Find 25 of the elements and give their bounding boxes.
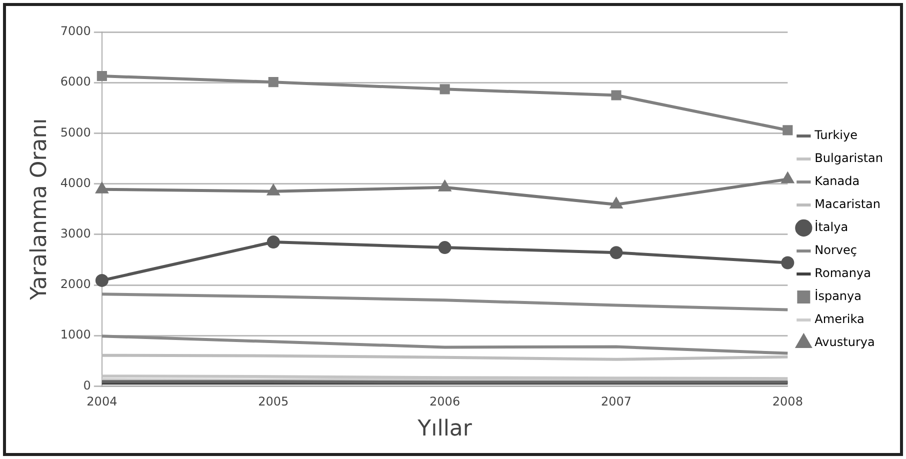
y-tick-label: 5000 — [60, 125, 91, 140]
legend-label: Avusturya — [814, 335, 875, 350]
legend-label: Turkiye — [814, 128, 858, 142]
legend-label: İtalya — [814, 220, 848, 234]
y-tick-label: 7000 — [60, 24, 91, 38]
y-tick-label: 6000 — [60, 74, 91, 89]
x-tick-label: 2008 — [772, 394, 803, 409]
legend-label: Kanada — [814, 174, 860, 188]
x-tick-label: 2007 — [600, 394, 632, 409]
x-tick-label: 2006 — [430, 394, 460, 409]
legend-label: İspanya — [814, 289, 862, 304]
x-tick-label: 2004 — [86, 394, 118, 409]
legend-label: Amerika — [814, 312, 864, 326]
legend-label: Romanya — [814, 266, 871, 280]
y-tick-label: 2000 — [60, 277, 91, 292]
y-axis-title: Yaralanma Oranı — [26, 118, 52, 301]
y-tick-label: 4000 — [60, 176, 91, 190]
x-tick-label: 2005 — [258, 394, 289, 409]
legend-label: Bulgaristan — [814, 151, 883, 166]
legend-label: Macaristan — [814, 197, 881, 212]
y-tick-label: 1000 — [60, 328, 91, 342]
y-tick-label: 0 — [83, 378, 91, 392]
legend-label: Norveç — [814, 243, 858, 258]
x-axis-title: Yıllar — [416, 416, 473, 442]
y-tick-label: 3000 — [60, 226, 91, 241]
